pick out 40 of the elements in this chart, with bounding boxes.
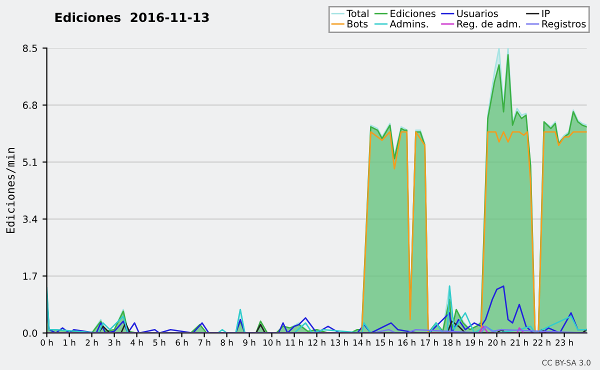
x-tick-label: 19 h: [466, 339, 483, 346]
x-tick-label: 12 h: [308, 339, 326, 346]
x-tick-label: 14 h: [353, 339, 370, 346]
x-tick-label: 13 h: [330, 339, 348, 346]
x-tick-label: 18 h: [443, 339, 460, 346]
x-tick-label: 10 h: [263, 339, 280, 346]
x-tick-label: 11 h: [286, 339, 303, 346]
legend-label: Registros: [542, 20, 586, 30]
y-tick-label: 6.8: [22, 102, 38, 109]
x-tick-label: 1 h: [64, 339, 76, 346]
y-tick-label: 8.5: [22, 44, 37, 52]
x-tick-label: 3 h: [108, 339, 120, 346]
x-tick-label: 4 h: [130, 339, 143, 346]
x-tick-label: 21 h: [510, 339, 528, 346]
legend-label: Bots: [348, 20, 368, 28]
chart-title: Ediciones 2016-11-13: [55, 12, 209, 22]
x-tick-label: 22 h: [533, 339, 550, 346]
legend-label: Admins.: [390, 20, 428, 28]
x-tick-label: 16 h: [398, 339, 416, 346]
legend-label: Ediciones: [390, 10, 436, 18]
x-tick-label: 0 h: [40, 339, 53, 346]
y-axis-title: Ediciones/min: [6, 148, 16, 233]
x-tick-label: 5 h: [153, 339, 166, 346]
x-tick-label: 2 h: [86, 339, 98, 346]
x-tick-label: 20 h: [488, 339, 506, 346]
x-tick-label: 15 h: [376, 339, 393, 346]
legend-label: Reg. de adm.: [457, 20, 520, 30]
legend-label: Usuarios: [457, 10, 498, 18]
x-tick-label: 7 h: [198, 339, 210, 346]
x-tick-label: 23 h: [556, 339, 573, 346]
y-tick-label: 1.7: [23, 272, 37, 280]
legend-label: IP: [542, 10, 550, 18]
y-tick-label: 3.4: [23, 216, 38, 223]
x-tick-label: 8 h: [220, 339, 233, 346]
y-tick-label: 5.1: [23, 158, 37, 166]
x-tick-label: 6 h: [176, 339, 188, 346]
x-tick-label: 17 h: [420, 339, 438, 346]
y-tick-label: 0.0: [22, 329, 38, 337]
x-tick-label: 9 h: [243, 339, 256, 346]
legend-label: Total: [346, 10, 368, 18]
